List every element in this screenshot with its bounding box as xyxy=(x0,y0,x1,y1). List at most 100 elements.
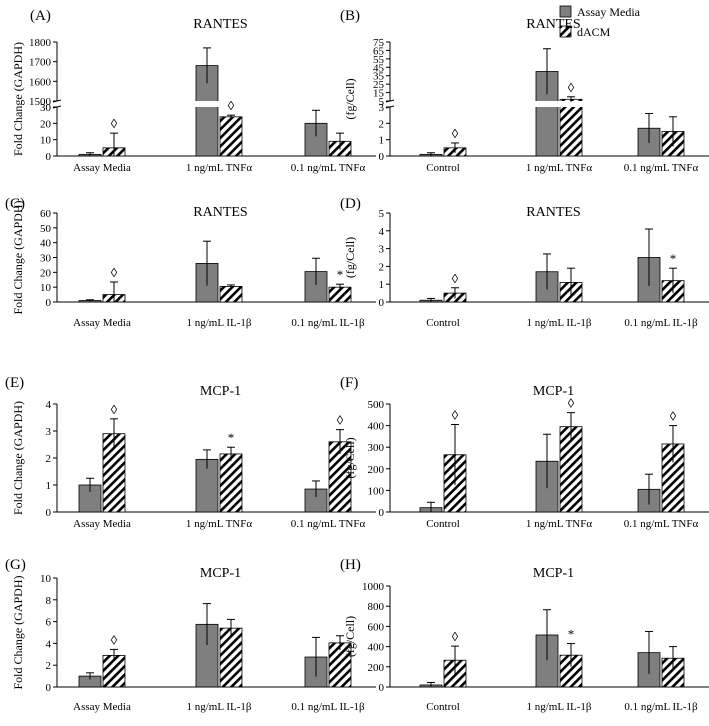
y-tick-label: 400 xyxy=(368,642,385,654)
x-category-label: 1 ng/mL IL-1β xyxy=(526,317,591,329)
y-tick-label: 1700 xyxy=(29,57,52,69)
y-tick-label: 0 xyxy=(46,151,52,163)
y-tick-label: 0 xyxy=(46,507,52,519)
y-tick-label: 0 xyxy=(379,507,385,519)
chart-panel-e: (E) MCP-1 Fold Change (GAPDH) 0 1 2 3 4 Assay Me… xyxy=(5,375,376,530)
y-tick-label: 65 xyxy=(373,45,385,57)
y-axis-label: Fold Change (GAPDH) xyxy=(11,201,25,315)
y-tick-label: 0 xyxy=(379,682,385,694)
x-category-label: Control xyxy=(426,162,460,174)
x-category-label: Control xyxy=(426,701,460,713)
y-tick-label: 10 xyxy=(40,282,52,294)
significance-marker: ◊ xyxy=(228,98,235,113)
x-category-label: 0.1 ng/mL IL-1β xyxy=(624,701,698,713)
x-category-label: 1 ng/mL TNFα xyxy=(186,518,253,530)
y-axis-label: (fg/Cell) xyxy=(343,616,357,657)
x-category-label: 0.1 ng/mL TNFα xyxy=(291,518,366,530)
chart-title: MCP-1 xyxy=(200,384,241,399)
y-tick-label: 5 xyxy=(379,208,385,220)
x-category-label: 1 ng/mL TNFα xyxy=(526,518,593,530)
y-axis-label: (fg/Cell) xyxy=(343,437,357,478)
x-category-label: Control xyxy=(426,518,460,530)
bar-dacm xyxy=(219,116,243,157)
y-tick-label: 2 xyxy=(46,453,52,465)
x-category-label: Assay Media xyxy=(73,518,131,530)
significance-marker: * xyxy=(337,267,344,282)
y-tick-label: 1600 xyxy=(29,76,52,88)
y-tick-label: 0 xyxy=(46,297,52,309)
significance-marker: ◊ xyxy=(452,126,459,141)
significance-marker: ◊ xyxy=(568,80,575,95)
y-tick-label: 35 xyxy=(373,71,385,83)
x-category-label: 0.1 ng/mL IL-1β xyxy=(291,317,365,329)
significance-marker: ◊ xyxy=(111,265,118,280)
y-tick-label: 55 xyxy=(373,54,385,66)
y-tick-label: 1 xyxy=(379,279,385,291)
y-tick-label: 0 xyxy=(379,297,385,309)
panel-label: (A) xyxy=(30,8,51,24)
significance-marker: ◊ xyxy=(111,402,118,417)
x-category-label: Assay Media xyxy=(73,317,131,329)
y-tick-label: 10 xyxy=(40,573,52,585)
chart-panel-f: (F) MCP-1 (fg/Cell) 0 100 200 300 400 500 Control… xyxy=(340,375,709,530)
legend-swatch-dacm xyxy=(559,25,572,38)
y-tick-label: 600 xyxy=(368,621,385,633)
y-tick-label: 200 xyxy=(368,662,385,674)
y-axis-label: Fold Change (GAPDH) xyxy=(11,576,25,690)
panel-label: (F) xyxy=(340,375,358,391)
chart-title: RANTES xyxy=(193,205,247,220)
panel-label: (C) xyxy=(5,196,25,212)
significance-marker: ◊ xyxy=(452,271,459,286)
bar-dacm xyxy=(219,286,243,303)
y-tick-label: 45 xyxy=(373,62,385,74)
y-tick-label: 3 xyxy=(379,244,385,256)
bar-break-gap xyxy=(535,101,559,107)
y-tick-label: 3 xyxy=(46,426,52,438)
y-tick-label: 200 xyxy=(368,464,385,476)
y-tick-label: 20 xyxy=(40,118,52,130)
significance-marker: ◊ xyxy=(452,629,459,644)
chart-title: MCP-1 xyxy=(533,384,574,399)
y-tick-label: 30 xyxy=(40,102,52,114)
y-axis-label: Fold Change (GAPDH) xyxy=(11,401,25,515)
significance-marker: ◊ xyxy=(568,396,575,411)
y-tick-label: 1000 xyxy=(362,581,385,593)
panel-label: (D) xyxy=(340,196,361,212)
y-tick-label: 1 xyxy=(46,480,52,492)
x-category-label: 1 ng/mL IL-1β xyxy=(526,701,591,713)
y-tick-label: 25 xyxy=(373,79,385,91)
y-tick-label: 1800 xyxy=(29,37,52,49)
significance-marker: ◊ xyxy=(670,409,677,424)
chart-panel-d: (D) RANTES (fg/Cell) 0 1 2 3 4 5 Control 1 ng/mL I… xyxy=(340,196,709,329)
x-category-label: 1 ng/mL TNFα xyxy=(526,162,593,174)
y-tick-label: 2 xyxy=(46,660,52,672)
y-tick-label: 15 xyxy=(373,88,385,100)
y-tick-label: 4 xyxy=(46,638,52,650)
x-category-label: Assay Media xyxy=(73,162,131,174)
x-category-label: Control xyxy=(426,317,460,329)
chart-title: MCP-1 xyxy=(533,566,574,581)
y-tick-label: 20 xyxy=(40,267,52,279)
y-tick-label: 0 xyxy=(379,151,385,163)
significance-marker: * xyxy=(568,627,575,642)
significance-marker: ◊ xyxy=(111,116,118,131)
chart-title: RANTES xyxy=(526,17,580,32)
y-tick-label: 3 xyxy=(379,102,385,114)
y-tick-label: 6 xyxy=(46,617,52,629)
chart-title: RANTES xyxy=(193,17,247,32)
chart-panel-g: (G) MCP-1 Fold Change (GAPDH) 0 2 4 6 8 10 Assay … xyxy=(5,557,376,713)
bar-break-gap xyxy=(195,101,219,107)
y-tick-label: 10 xyxy=(40,135,52,147)
y-tick-label: 1 xyxy=(379,135,385,147)
panel-label: (H) xyxy=(340,557,361,573)
x-category-label: 0.1 ng/mL IL-1β xyxy=(291,701,365,713)
significance-marker: ◊ xyxy=(111,632,118,647)
y-tick-label: 50 xyxy=(40,223,52,235)
chart-title: RANTES xyxy=(526,205,580,220)
significance-marker: ◊ xyxy=(452,408,459,423)
x-category-label: 1 ng/mL IL-1β xyxy=(186,317,251,329)
chart-panel-b: (B)RANTES(fg/Cell)0123515253545556575Con… xyxy=(340,8,709,174)
y-axis-label: (fg/Cell) xyxy=(343,237,357,278)
y-tick-label: 0 xyxy=(46,682,52,694)
